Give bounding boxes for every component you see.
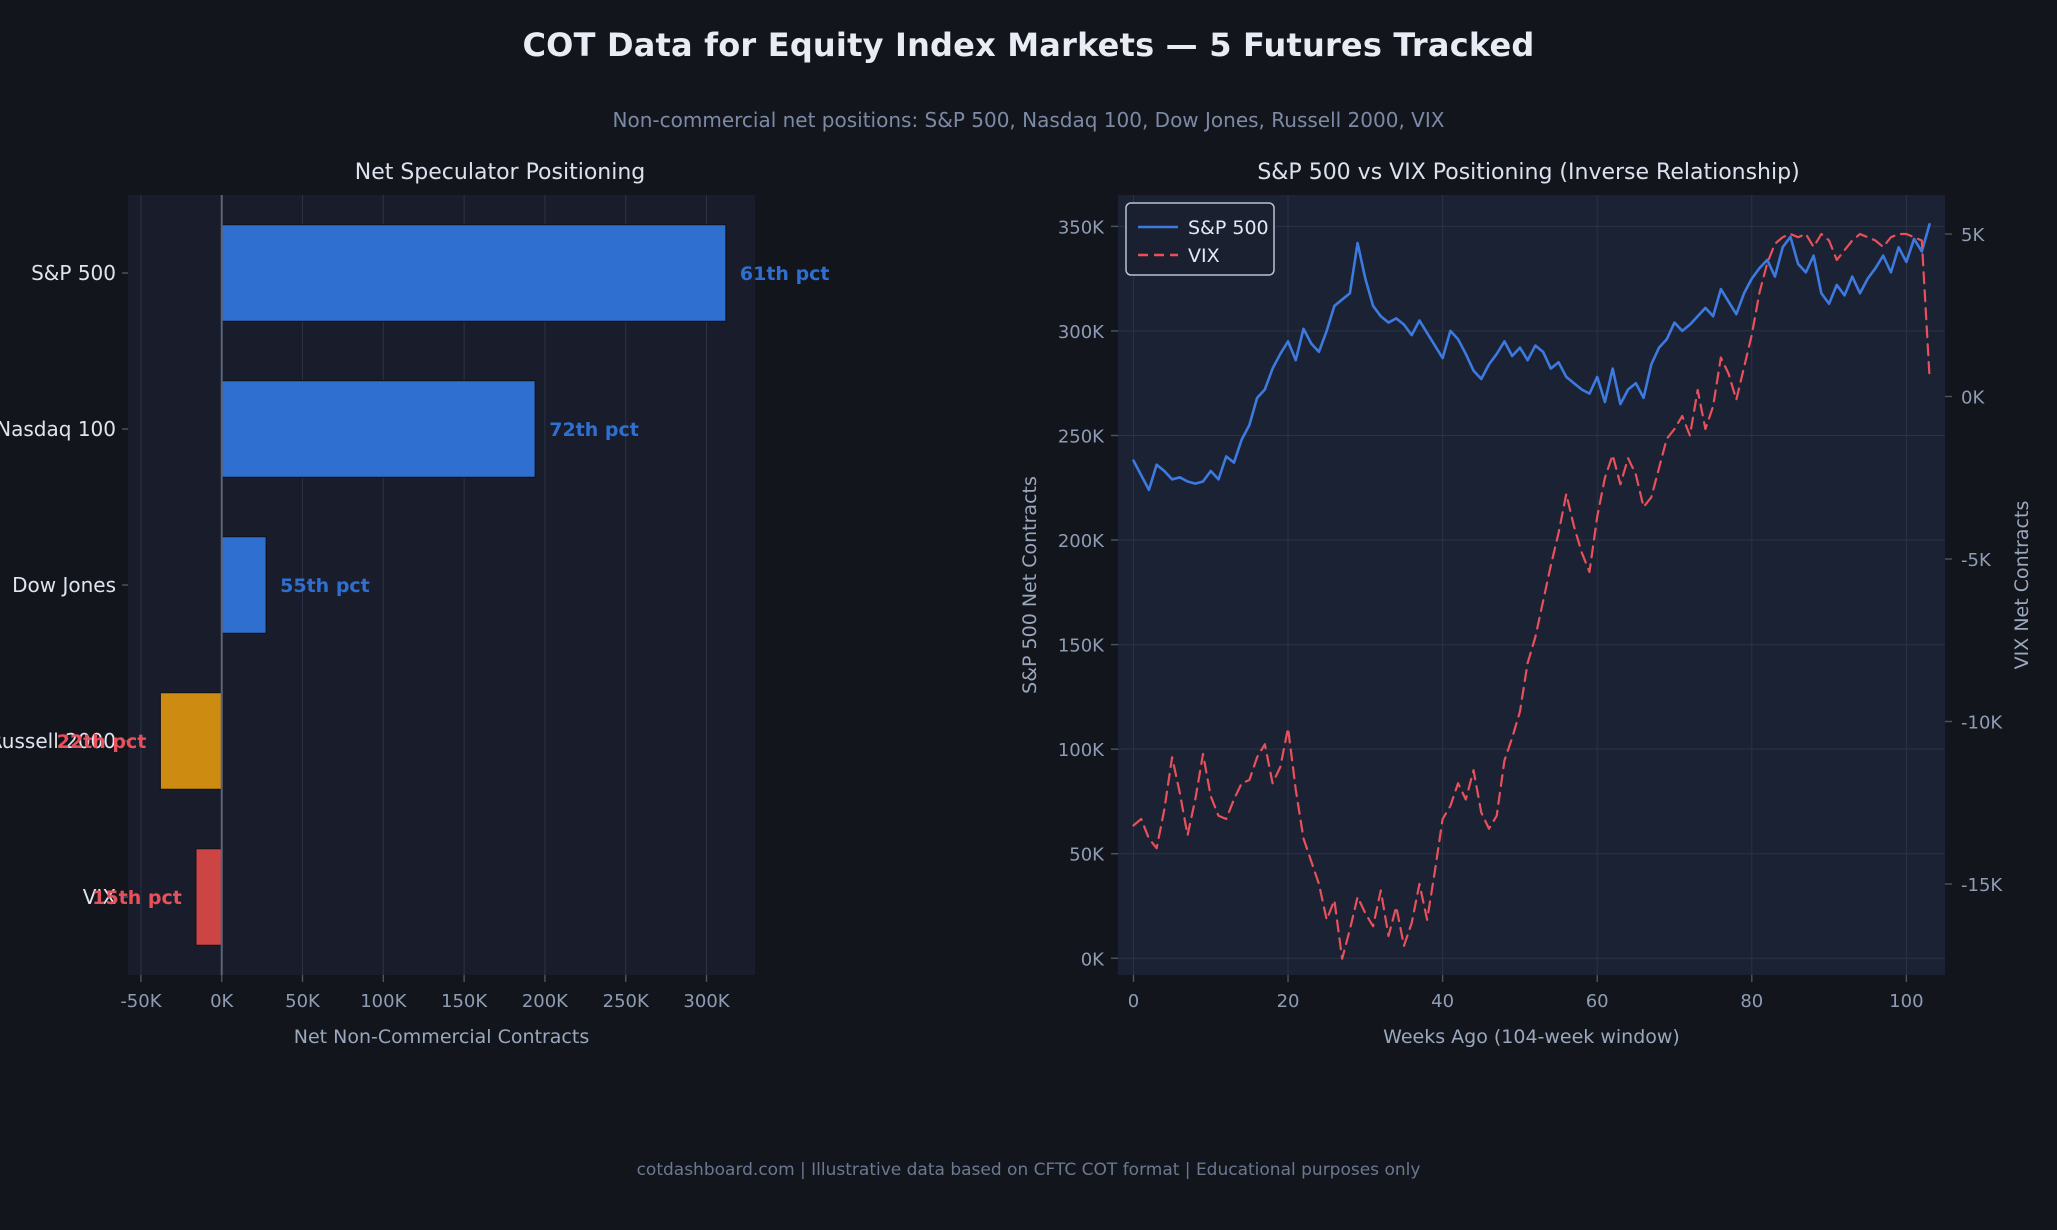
figure-subtitle: Non-commercial net positions: S&P 500, N… <box>612 108 1445 132</box>
right-x-tick-label: 40 <box>1431 991 1454 1012</box>
right-y-tick-label: 0K <box>1961 388 1985 409</box>
right-y-tick-label: -5K <box>1961 550 1992 571</box>
left-y-tick-label: 0K <box>1081 949 1105 970</box>
x-tick-label: 200K <box>522 991 569 1012</box>
series-line-s-p-500 <box>1132 222 1931 492</box>
percentile-annotation: 61th pct <box>740 263 830 285</box>
percentile-annotation: 22th pct <box>57 731 147 753</box>
figure-footer: cotdashboard.com | Illustrative data bas… <box>636 1160 1421 1180</box>
left-y-tick-label: 200K <box>1058 531 1105 552</box>
category-label: Dow Jones <box>12 573 116 597</box>
left-y-tick-label: 250K <box>1058 426 1105 447</box>
left-y-tick-label: 150K <box>1058 636 1105 657</box>
right-y-axis-label: VIX Net Contracts <box>2011 501 2033 670</box>
bar-nasdaq-100[interactable] <box>221 380 536 478</box>
x-tick-label: -50K <box>120 991 162 1012</box>
category-label: Russell 2000 <box>0 729 116 753</box>
panel-net-speculator-positioning: Net Speculator Positioning S&P 500 61th p… <box>0 160 1000 1090</box>
percentile-annotation: 15th pct <box>92 887 182 909</box>
percentile-annotation: 55th pct <box>280 575 370 597</box>
right-chart-title: S&P 500 vs VIX Positioning (Inverse Rela… <box>1257 160 1800 185</box>
bar-chart-net-speculator-positioning: S&P 500 61th pct Nasdaq 100 72th pct Dow Jon… <box>0 195 830 1048</box>
left-y-tick-label: 100K <box>1058 740 1105 761</box>
series-line-vix <box>1132 232 1931 960</box>
right-y-tick-label: -15K <box>1961 875 2003 896</box>
right-x-tick-label: 60 <box>1586 991 1609 1012</box>
x-axis-label: Net Non-Commercial Contracts <box>294 1026 589 1048</box>
right-y-tick-label: 5K <box>1961 225 1985 246</box>
right-plot-background <box>1118 195 1945 975</box>
x-tick-label: 50K <box>285 991 321 1012</box>
left-y-axis-label: S&P 500 Net Contracts <box>1019 476 1041 694</box>
right-y-tick-label: -10K <box>1961 713 2003 734</box>
legend-box <box>1125 202 1275 276</box>
left-y-tick-label: 300K <box>1058 322 1105 343</box>
left-y-tick-label: 50K <box>1069 845 1105 866</box>
right-x-axis-label: Weeks Ago (104-week window) <box>1383 1026 1680 1048</box>
x-tick-label: 100K <box>360 991 407 1012</box>
right-x-tick-label: 100 <box>1889 991 1923 1012</box>
category-label: Nasdaq 100 <box>0 417 116 441</box>
left-chart-title: Net Speculator Positioning <box>354 160 646 185</box>
right-x-tick-label: 80 <box>1740 991 1763 1012</box>
x-tick-label: 0K <box>210 991 234 1012</box>
line-chart-spx-vs-vix: 0K 50K 100K 150K 200K 250K 300K 350K 5K 0K -5K -10K… <box>1019 195 2033 1048</box>
percentile-annotation: 72th pct <box>549 419 639 441</box>
panel-spx-vs-vix: S&P 500 vs VIX Positioning (Inverse Rela… <box>1000 160 2057 1090</box>
bar-dow-jones[interactable] <box>221 536 267 634</box>
bar-russell-2000[interactable] <box>159 692 223 790</box>
legend-label[interactable]: VIX <box>1188 245 1220 267</box>
category-label: S&P 500 <box>31 261 116 285</box>
left-y-tick-label: 350K <box>1058 217 1105 238</box>
figure-title: COT Data for Equity Index Markets — 5 Fu… <box>522 26 1535 64</box>
x-tick-label: 150K <box>441 991 488 1012</box>
x-tick-label: 250K <box>603 991 650 1012</box>
x-tick-label: 300K <box>683 991 730 1012</box>
bar-vix[interactable] <box>195 848 223 946</box>
bar-s-p-500[interactable] <box>221 224 727 322</box>
category-label: VIX <box>83 885 117 909</box>
right-x-tick-label: 0 <box>1128 991 1139 1012</box>
legend-label[interactable]: S&P 500 <box>1188 217 1269 239</box>
right-x-tick-label: 20 <box>1277 991 1300 1012</box>
